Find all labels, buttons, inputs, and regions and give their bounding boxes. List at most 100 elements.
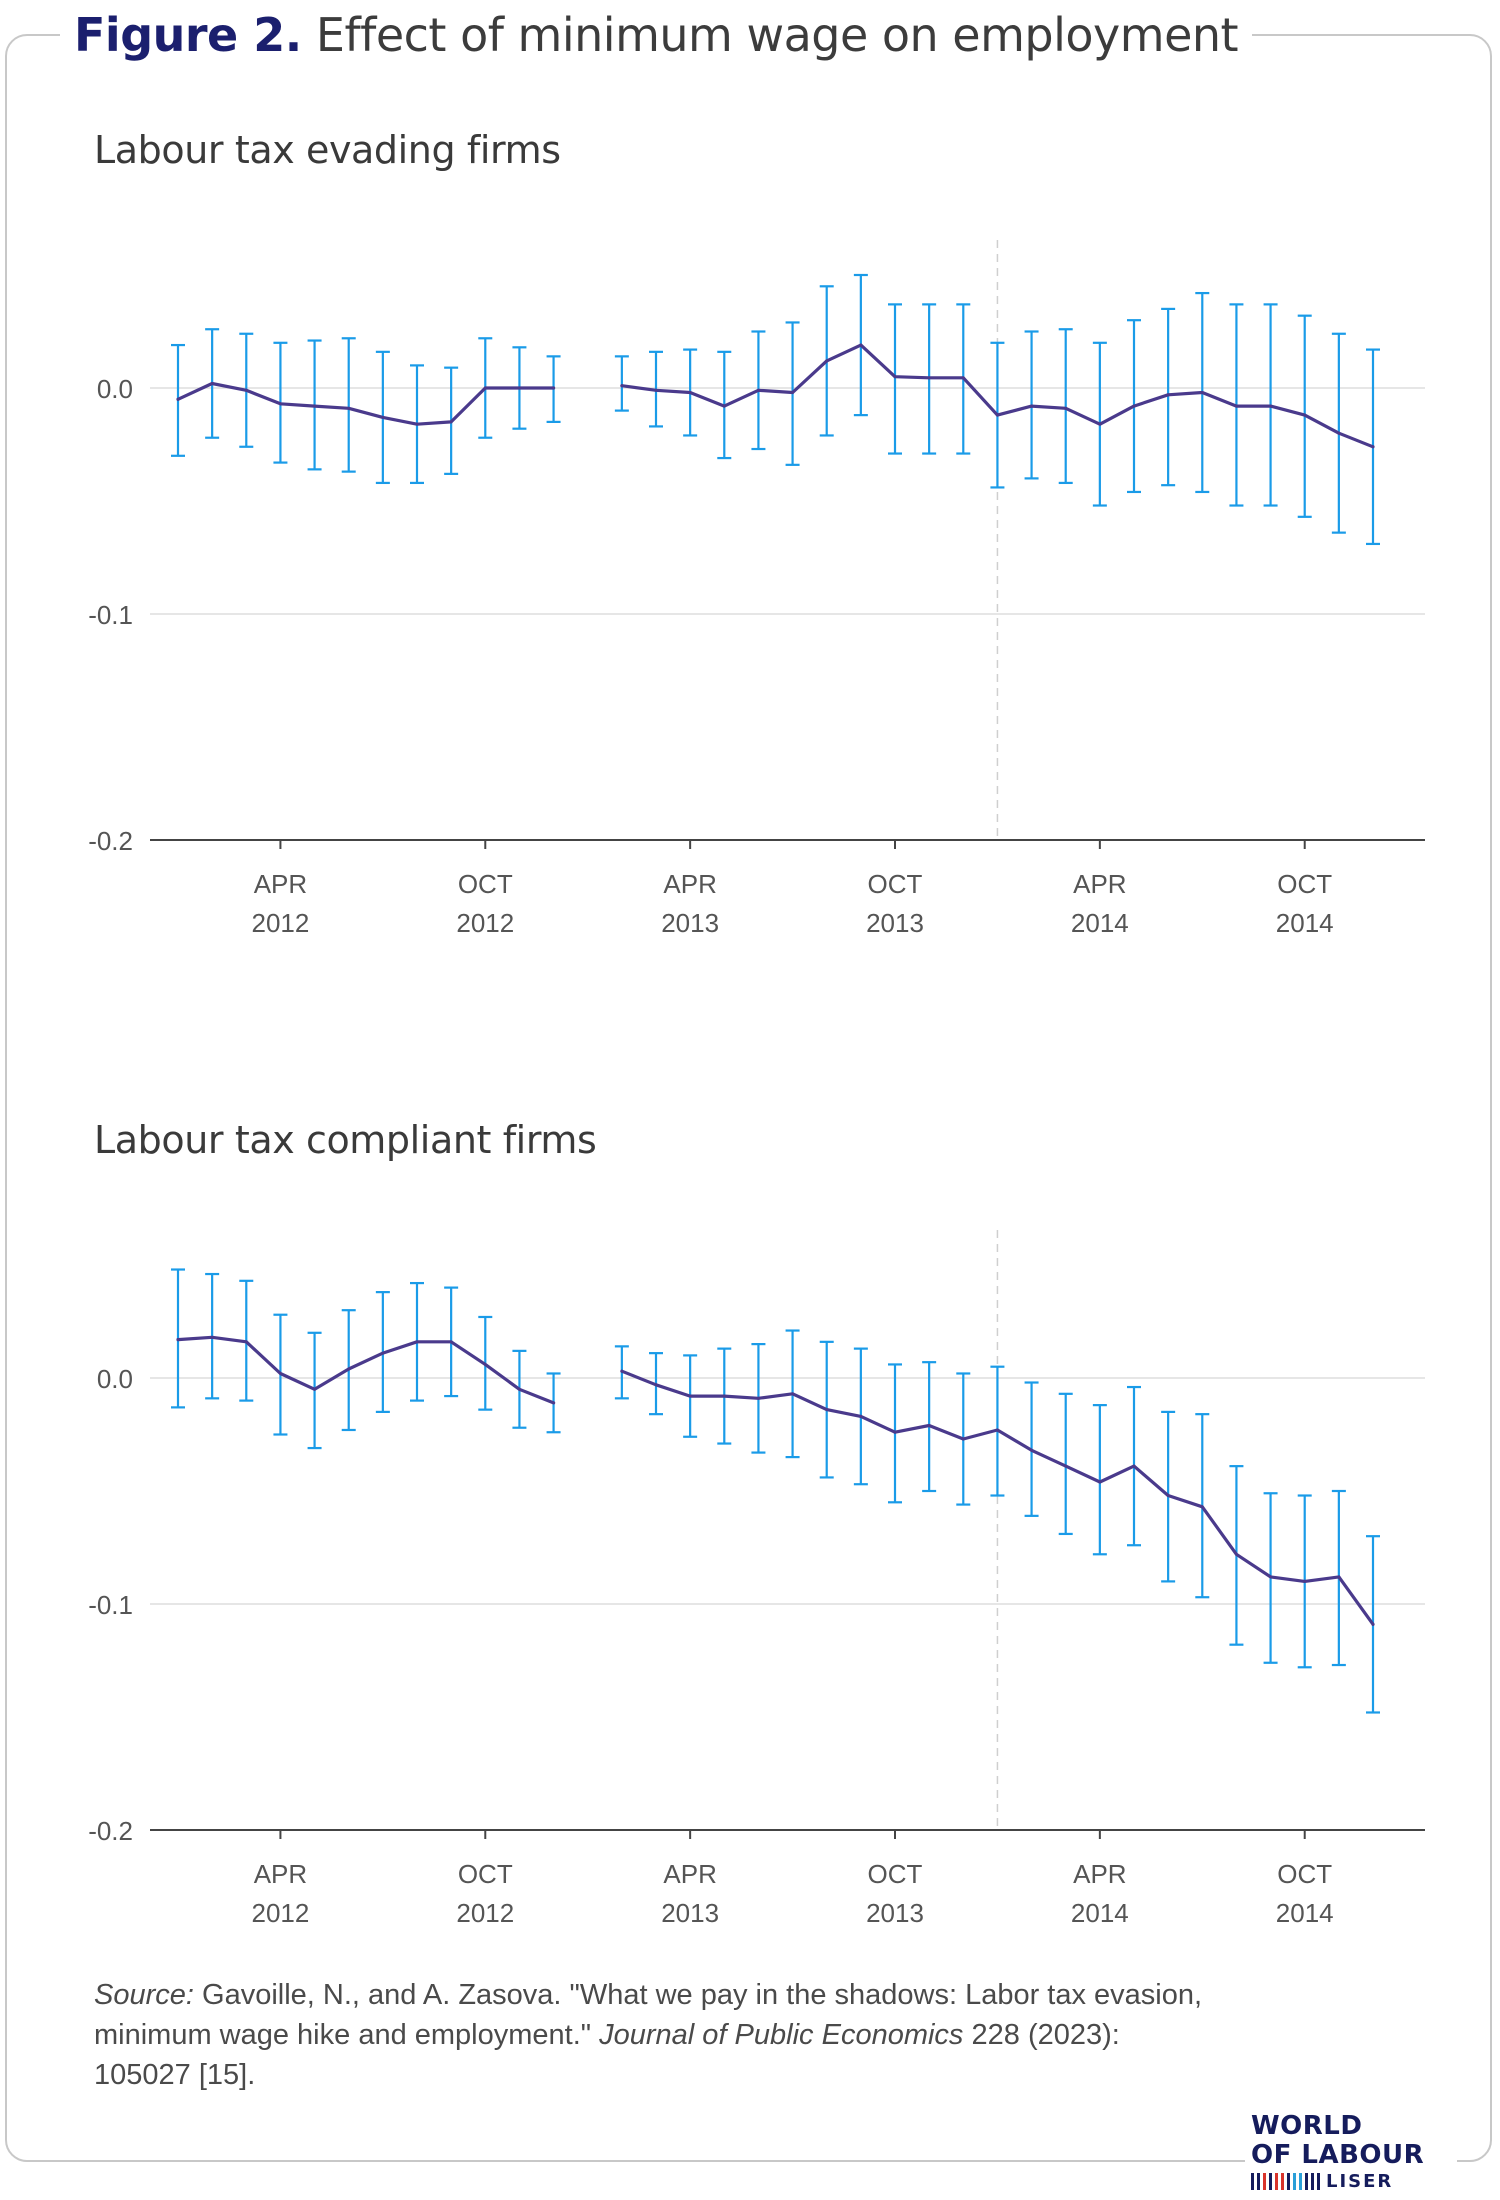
data-point [449, 1340, 453, 1344]
data-point [1030, 1448, 1034, 1452]
data-point [893, 1430, 897, 1434]
data-point [347, 406, 351, 410]
data-point [825, 359, 829, 363]
data-point [1337, 1575, 1341, 1579]
x-tick-label-month: OCT [458, 1859, 513, 1889]
data-point [1337, 431, 1341, 435]
data-point [1303, 413, 1307, 417]
x-tick-label-year: 2014 [1071, 1898, 1129, 1928]
data-point [722, 404, 726, 408]
x-tick-label-year: 2012 [456, 908, 514, 938]
data-point [1064, 406, 1068, 410]
y-tick-label: -0.2 [88, 1816, 133, 1846]
data-point [483, 386, 487, 390]
error-bar [888, 303, 902, 455]
x-tick-label-year: 2014 [1276, 908, 1334, 938]
logo-liser: LISER [1326, 2171, 1394, 2192]
source-note: Source: Gavoille, N., and A. Zasova. "Wh… [94, 1975, 1214, 2095]
x-tick-label-year: 2012 [252, 908, 310, 938]
data-point [995, 413, 999, 417]
chart-evading-firms: 0.0 -0.1 -0.2 APR 2012 OCT 2012 APR 2013 OCT 2013 A… [88, 240, 1425, 938]
data-point [1200, 1505, 1204, 1509]
x-tick-label-month: APR [663, 1859, 716, 1889]
data-point [1234, 404, 1238, 408]
data-point [756, 1396, 760, 1400]
x-tick-label-year: 2012 [456, 1898, 514, 1928]
data-point [1166, 1494, 1170, 1498]
source-citation: 228 (2023): 105027 [15]. [94, 2019, 1120, 2091]
x-tick-label-year: 2013 [661, 908, 719, 938]
data-point [620, 1369, 624, 1373]
data-point [927, 376, 931, 380]
data-point [654, 1383, 658, 1387]
data-point [278, 402, 282, 406]
figure-number: Figure 2. [74, 8, 302, 62]
data-point [1269, 1575, 1273, 1579]
error-bar [1161, 307, 1176, 487]
source-text: Gavoille, N., and A. Zasova. "What we pa… [94, 1979, 1203, 2051]
x-tick-label-year: 2014 [1071, 908, 1129, 938]
data-point [210, 381, 214, 385]
data-point [859, 1414, 863, 1418]
data-point [1098, 1480, 1102, 1484]
data-point [688, 1394, 692, 1398]
data-point [415, 1340, 419, 1344]
x-tick-label-year: 2013 [661, 1898, 719, 1928]
figure-title: Figure 2. Effect of minimum wage on empl… [60, 4, 1253, 66]
data-point [688, 391, 692, 395]
x-tick-label-month: OCT [868, 1859, 923, 1889]
data-point [893, 375, 897, 379]
y-tick-label: -0.1 [88, 1590, 133, 1620]
data-point [961, 376, 965, 380]
data-point [176, 397, 180, 401]
data-point [381, 1351, 385, 1355]
y-tick-label: 0.0 [97, 374, 133, 404]
x-tick-label-month: APR [254, 1859, 307, 1889]
data-point [961, 1437, 965, 1441]
y-tick-label: -0.2 [88, 826, 133, 856]
y-tick-label: -0.1 [88, 600, 133, 630]
panel-title-evading: Labour tax evading firms [94, 128, 561, 172]
figure-title-text: Effect of minimum wage on employment [315, 8, 1239, 62]
data-point [552, 1401, 556, 1405]
logo-line-2: OF LABOUR [1251, 2140, 1425, 2170]
x-tick-label-month: APR [1073, 869, 1126, 899]
data-point [927, 1423, 931, 1427]
x-tick-label-month: APR [1073, 1859, 1126, 1889]
data-point [483, 1362, 487, 1366]
data-point [244, 1340, 248, 1344]
logo-line-1: WORLD [1251, 2111, 1363, 2141]
world-of-labour-logo: WORLD OF LABOUR LISER [1245, 2112, 1457, 2192]
data-point [1064, 1464, 1068, 1468]
chart-compliant-firms: 0.0 -0.1 -0.2 APR 2012 OCT 2012 APR 2013 OCT 2013 A… [88, 1230, 1425, 1928]
x-tick-label-month: APR [254, 869, 307, 899]
x-tick-label-year: 2012 [252, 1898, 310, 1928]
series-line-segment [176, 381, 556, 426]
x-tick-label-month: OCT [868, 869, 923, 899]
data-point [1200, 391, 1204, 395]
error-bar [341, 337, 356, 473]
data-point [415, 422, 419, 426]
x-tick-label-month: APR [663, 869, 716, 899]
data-point [825, 1408, 829, 1412]
data-point [1269, 404, 1273, 408]
data-point [517, 1387, 521, 1391]
data-point [210, 1335, 214, 1339]
data-point [1030, 404, 1034, 408]
data-point [859, 343, 863, 347]
data-point [995, 1428, 999, 1432]
data-point [791, 1392, 795, 1396]
data-point [517, 386, 521, 390]
error-bar [1058, 1392, 1073, 1536]
x-tick-label-year: 2013 [866, 1898, 924, 1928]
data-point [1371, 445, 1375, 449]
data-point [1132, 1464, 1136, 1468]
logo-line-3: LISER [1251, 2171, 1451, 2192]
x-tick-label-year: 2014 [1276, 1898, 1334, 1928]
source-label: Source: [94, 1979, 194, 2011]
x-tick-label-month: OCT [458, 869, 513, 899]
data-point [1166, 393, 1170, 397]
data-point [347, 1367, 351, 1371]
source-journal: Journal of Public Economics [599, 2019, 964, 2051]
data-point [1098, 422, 1102, 426]
